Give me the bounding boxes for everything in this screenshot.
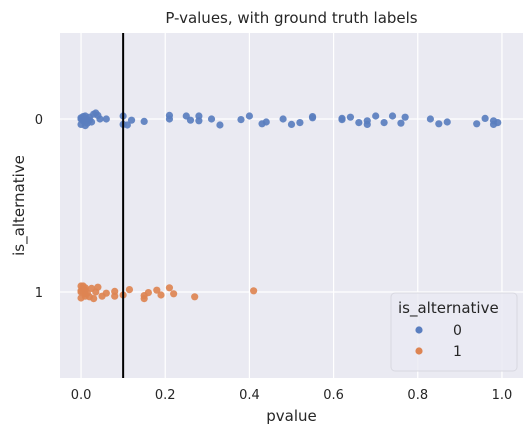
legend-marker-0 (415, 326, 423, 334)
data-point-0 (216, 121, 224, 129)
data-point-0 (363, 117, 371, 125)
legend-title: is_alternative (398, 299, 499, 318)
y-axis-label: is_alternative (10, 155, 29, 256)
data-point-1 (153, 286, 161, 294)
data-point-0 (165, 111, 174, 119)
x-tick-label: 0.2 (155, 388, 176, 403)
data-point-0 (140, 117, 148, 125)
x-tick-label: 0.8 (407, 388, 428, 403)
data-point-1 (157, 291, 165, 299)
legend: is_alternative 0 1 (390, 292, 518, 372)
data-point-0 (426, 115, 434, 123)
data-point-0 (127, 116, 136, 124)
x-tick-label: 0.4 (239, 388, 260, 403)
legend-label-0: 0 (453, 323, 462, 339)
x-tick-label: 1.0 (492, 388, 513, 403)
data-point-0 (397, 119, 405, 127)
data-point-0 (372, 112, 380, 120)
data-point-0 (481, 114, 489, 122)
data-point-1 (90, 295, 98, 303)
x-tick-labels: 0.0 0.2 0.4 0.6 0.8 1.0 (71, 388, 513, 403)
data-point-0 (355, 119, 363, 127)
data-point-0 (237, 116, 245, 124)
data-point-0 (346, 113, 355, 121)
chart-title: P-values, with ground truth labels (165, 9, 417, 27)
data-point-0 (494, 119, 502, 127)
data-point-0 (195, 117, 203, 125)
data-point-0 (81, 116, 89, 124)
data-point-0 (87, 118, 96, 126)
y-tick-labels: 01 (35, 113, 43, 301)
data-point-0 (262, 118, 270, 126)
data-point-1 (165, 284, 174, 292)
data-point-0 (207, 115, 216, 123)
data-point-0 (401, 113, 409, 121)
x-tick-label: 0.0 (71, 388, 92, 403)
data-point-0 (308, 113, 317, 121)
data-point-0 (473, 120, 481, 128)
data-point-1 (111, 292, 119, 300)
data-point-0 (96, 115, 104, 123)
data-point-0 (123, 121, 131, 129)
scatter-points (77, 109, 502, 303)
data-point-1 (77, 294, 85, 302)
data-point-0 (435, 120, 443, 128)
data-point-1 (125, 286, 134, 294)
y-tick-label: 1 (35, 286, 43, 301)
data-point-0 (245, 112, 254, 120)
data-point-1 (102, 289, 110, 297)
x-axis-label: pvalue (266, 407, 317, 425)
data-point-1 (191, 293, 199, 301)
data-point-0 (296, 119, 304, 127)
data-point-0 (388, 112, 397, 120)
x-tick-label: 0.6 (323, 388, 344, 403)
data-point-0 (287, 120, 296, 128)
data-point-0 (380, 119, 388, 127)
data-point-0 (338, 114, 346, 122)
data-point-1 (94, 283, 102, 291)
data-point-0 (279, 115, 287, 123)
legend-marker-1 (415, 347, 423, 355)
data-point-0 (102, 115, 110, 123)
y-tick-label: 0 (35, 113, 43, 128)
data-point-0 (186, 116, 195, 124)
data-point-1 (170, 290, 178, 298)
data-point-1 (144, 289, 152, 297)
data-point-1 (250, 287, 258, 295)
legend-label-1: 1 (453, 344, 462, 360)
data-point-0 (443, 118, 451, 126)
